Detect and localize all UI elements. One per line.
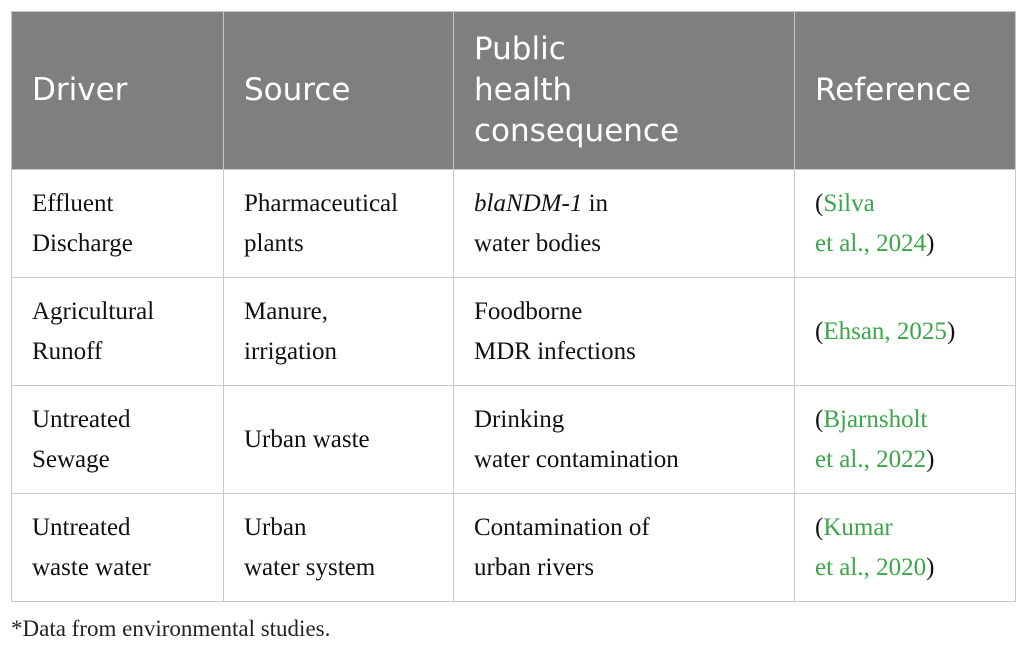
table-row: Untreated Sewage Urban waste Drinking wa… bbox=[11, 385, 1016, 494]
header-source: Source bbox=[223, 11, 454, 170]
header-reference: Reference bbox=[794, 11, 1016, 170]
cell-line: (Ehsan, 2025) bbox=[815, 312, 995, 352]
reference-link[interactable]: Silva bbox=[823, 189, 875, 217]
gene-name: blaNDM-1 bbox=[474, 189, 583, 217]
cell-driver: Effluent Discharge bbox=[11, 169, 224, 278]
table-row: Agricultural Runoff Manure, irrigation F… bbox=[11, 277, 1016, 386]
cell-line: Foodborne bbox=[474, 297, 583, 325]
cell-line: blaNDM-1 in bbox=[474, 184, 774, 224]
data-table: Driver Source Public health consequence … bbox=[11, 11, 1016, 602]
cell-line: plants bbox=[244, 229, 304, 257]
cell-line: et al., 2024) bbox=[815, 224, 995, 264]
cell-consequence: Contamination of urban rivers bbox=[453, 493, 795, 602]
cell-source: Urban water system bbox=[223, 493, 454, 602]
cell-line: Runoff bbox=[32, 337, 103, 365]
cell-reference: (Kumar et al., 2020) bbox=[794, 493, 1016, 602]
cell-line: water bodies bbox=[474, 229, 602, 257]
cell-driver: Agricultural Runoff bbox=[11, 277, 224, 386]
cell-line: Urban bbox=[244, 513, 307, 541]
cell-line: waste water bbox=[32, 553, 151, 581]
cell-consequence: Foodborne MDR infections bbox=[453, 277, 795, 386]
table-row: Effluent Discharge Pharmaceutical plants… bbox=[11, 169, 1016, 278]
paren-open: ( bbox=[815, 317, 824, 345]
cell-line: MDR infections bbox=[474, 337, 636, 365]
paren-close: ) bbox=[926, 445, 935, 473]
header-consequence-line: Public bbox=[474, 31, 566, 67]
reference-link[interactable]: et al., 2024 bbox=[815, 229, 927, 257]
paren-close: ) bbox=[926, 229, 935, 257]
cell-consequence: blaNDM-1 in water bodies bbox=[453, 169, 795, 278]
cell-line: Drinking bbox=[474, 405, 565, 433]
cell-line: et al., 2020) bbox=[815, 548, 995, 588]
cell-line: Contamination of bbox=[474, 513, 650, 541]
cell-source: Manure, irrigation bbox=[223, 277, 454, 386]
reference-link[interactable]: Kumar bbox=[823, 513, 893, 541]
header-driver: Driver bbox=[11, 11, 224, 170]
cell-source: Urban waste bbox=[223, 385, 454, 494]
cell-line: Agricultural bbox=[32, 297, 155, 325]
header-row: Driver Source Public health consequence … bbox=[11, 11, 1016, 170]
header-consequence-line: consequence bbox=[474, 113, 680, 149]
paren-open: ( bbox=[815, 405, 824, 433]
reference-link[interactable]: et al., 2020 bbox=[815, 553, 927, 581]
cell-driver: Untreated Sewage bbox=[11, 385, 224, 494]
cell-line: urban rivers bbox=[474, 553, 595, 581]
cell-driver: Untreated waste water bbox=[11, 493, 224, 602]
table-row: Untreated waste water Urban water system… bbox=[11, 493, 1016, 602]
cell-line: (Bjarnsholt bbox=[815, 400, 995, 440]
cell-line: Untreated bbox=[32, 513, 131, 541]
paren-close: ) bbox=[946, 317, 956, 345]
paren-open: ( bbox=[815, 189, 824, 217]
cell-line: Urban waste bbox=[244, 425, 370, 453]
cell-line: irrigation bbox=[244, 337, 338, 365]
cell-reference: (Silva et al., 2024) bbox=[794, 169, 1016, 278]
cell-source: Pharmaceutical plants bbox=[223, 169, 454, 278]
cell-line: water system bbox=[244, 553, 376, 581]
reference-link[interactable]: et al., 2022 bbox=[815, 445, 927, 473]
cell-reference: (Bjarnsholt et al., 2022) bbox=[794, 385, 1016, 494]
cell-reference: (Ehsan, 2025) bbox=[794, 277, 1016, 386]
paren-close: ) bbox=[926, 553, 935, 581]
paren-open: ( bbox=[815, 513, 824, 541]
cell-line: Untreated bbox=[32, 405, 131, 433]
cell-line: (Silva bbox=[815, 184, 995, 224]
cell-line: Sewage bbox=[32, 445, 110, 473]
reference-link[interactable]: Ehsan, 2025 bbox=[823, 317, 947, 345]
reference-link[interactable]: Bjarnsholt bbox=[823, 405, 928, 433]
cell-consequence: Drinking water contamination bbox=[453, 385, 795, 494]
header-consequence: Public health consequence bbox=[453, 11, 795, 170]
cell-line: et al., 2022) bbox=[815, 440, 995, 480]
cell-line: (Kumar bbox=[815, 508, 995, 548]
cell-line: Pharmaceutical bbox=[244, 189, 399, 217]
cell-text: in bbox=[582, 189, 609, 217]
cell-line: Effluent bbox=[32, 189, 114, 217]
header-consequence-line: health bbox=[474, 72, 573, 108]
table-footnote: *Data from environmental studies. bbox=[11, 616, 331, 641]
cell-line: Discharge bbox=[32, 229, 133, 257]
cell-line: Manure, bbox=[244, 297, 328, 325]
cell-line: water contamination bbox=[474, 445, 679, 473]
